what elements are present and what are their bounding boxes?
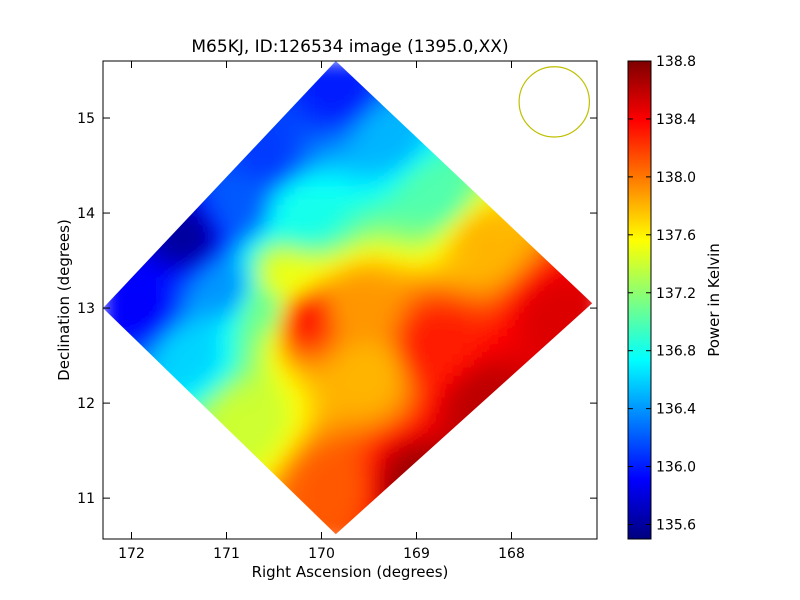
y-tick-label: 11	[77, 491, 95, 507]
y-axis-label: Declination (degrees)	[55, 219, 73, 381]
colorbar: 135.6 136.0 136.4 136.8 137.2 137.6 138.0 138.4…	[627, 54, 723, 540]
y-tick-label: 14	[77, 206, 95, 222]
colorbar-label: Power in Kelvin	[705, 243, 723, 357]
colorbar-tick-label: 138.8	[656, 54, 696, 70]
x-axis: 172 171 170 169 168	[118, 61, 525, 562]
colorbar-tick-label: 136.4	[656, 402, 696, 418]
x-tick-label: 170	[308, 546, 335, 562]
y-tick-label: 12	[77, 396, 95, 412]
y-axis: 11 12 13 14 15	[77, 111, 597, 507]
x-tick-label: 172	[118, 546, 145, 562]
colorbar-tick-label: 137.2	[656, 286, 696, 302]
colorbar-tick-label: 138.0	[656, 170, 696, 186]
colorbar-gradient	[628, 61, 651, 539]
x-tick-label: 169	[403, 546, 430, 562]
colorbar-tick-label: 138.4	[656, 112, 696, 128]
plot-frame	[102, 60, 598, 540]
x-axis-label: Right Ascension (degrees)	[252, 563, 449, 581]
colorbar-tick-label: 135.6	[656, 518, 696, 534]
beam-circle	[518, 66, 590, 138]
x-tick-label: 168	[498, 546, 525, 562]
chart-title: M65KJ, ID:126534 image (1395.0,XX)	[191, 37, 508, 57]
y-tick-label: 13	[77, 301, 95, 317]
colorbar-frame	[627, 60, 652, 540]
plot-area: 172 171 170 169 168 11 12 13 14 15	[77, 60, 598, 562]
colorbar-tick-label: 136.8	[656, 344, 696, 360]
colorbar-tick-label: 137.6	[656, 228, 696, 244]
y-tick-label: 15	[77, 111, 95, 127]
colorbar-tick-label: 136.0	[656, 460, 696, 476]
x-tick-label: 171	[213, 546, 240, 562]
